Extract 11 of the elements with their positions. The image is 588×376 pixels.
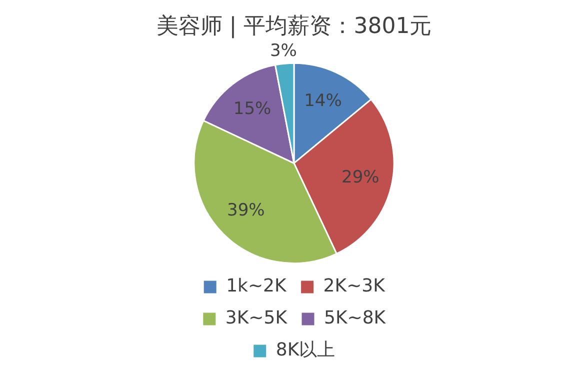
data-label: 15% [233,98,272,119]
data-label: 3% [270,41,297,62]
legend-label: 5K~8K [324,308,387,329]
chart-title: 美容师 | 平均薪资：3801元 [156,14,432,39]
data-label: 14% [304,91,342,112]
data-label: 39% [226,200,265,221]
legend-label: 8K以上 [276,340,336,361]
legend-label: 1k~2K [226,276,288,297]
legend-label: 2K~3K [323,276,386,297]
legend-label: 3K~5K [225,308,288,329]
data-label: 29% [341,167,380,188]
